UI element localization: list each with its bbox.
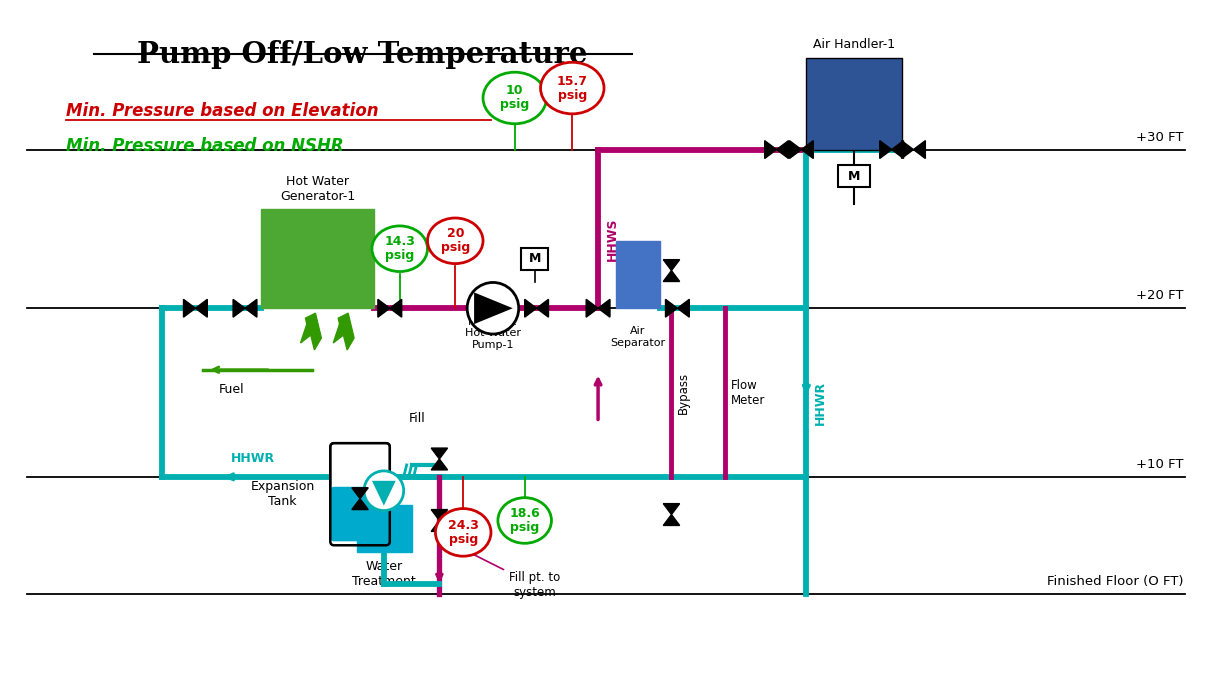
Polygon shape <box>431 510 448 521</box>
Text: Bypass: Bypass <box>677 372 689 414</box>
Text: Fuel: Fuel <box>218 383 244 395</box>
Ellipse shape <box>497 498 552 544</box>
Ellipse shape <box>541 62 604 114</box>
Text: HHWS: HHWS <box>606 217 619 260</box>
Polygon shape <box>233 299 245 317</box>
Text: 18.6
psig: 18.6 psig <box>509 507 540 534</box>
Text: +10 FT: +10 FT <box>1135 458 1183 471</box>
Text: Hydronic
Hot Water
Pump-1: Hydronic Hot Water Pump-1 <box>465 316 520 350</box>
Polygon shape <box>372 481 395 506</box>
Polygon shape <box>664 504 679 514</box>
Polygon shape <box>879 141 892 158</box>
Polygon shape <box>334 313 354 350</box>
Polygon shape <box>764 141 776 158</box>
Polygon shape <box>790 141 802 158</box>
Circle shape <box>467 283 519 334</box>
Polygon shape <box>664 514 679 525</box>
Polygon shape <box>901 141 913 158</box>
Polygon shape <box>525 299 536 317</box>
Polygon shape <box>598 299 610 317</box>
Text: Fill pt. to
system: Fill pt. to system <box>444 539 560 599</box>
Bar <box>807 58 901 149</box>
Circle shape <box>364 471 404 510</box>
Polygon shape <box>378 299 389 317</box>
Polygon shape <box>586 299 598 317</box>
Polygon shape <box>664 260 679 270</box>
Polygon shape <box>474 293 513 324</box>
Text: 15.7
psig: 15.7 psig <box>557 74 588 101</box>
Polygon shape <box>536 299 548 317</box>
Text: M: M <box>848 170 860 183</box>
Polygon shape <box>245 299 257 317</box>
Polygon shape <box>389 299 402 317</box>
Bar <box>520 247 548 270</box>
Polygon shape <box>913 141 926 158</box>
Polygon shape <box>892 141 904 158</box>
Text: Flow
Meter: Flow Meter <box>731 379 765 406</box>
Polygon shape <box>431 521 448 531</box>
Text: Air Handler-1: Air Handler-1 <box>813 39 895 51</box>
Polygon shape <box>183 299 195 317</box>
Text: 20
psig: 20 psig <box>440 227 469 254</box>
Text: M: M <box>529 252 541 265</box>
Ellipse shape <box>435 508 491 556</box>
Text: 24.3
psig: 24.3 psig <box>448 519 479 546</box>
Text: Hot Water
Generator-1: Hot Water Generator-1 <box>280 175 355 203</box>
Polygon shape <box>431 448 448 459</box>
Ellipse shape <box>427 218 483 264</box>
Polygon shape <box>352 488 369 499</box>
Text: +20 FT: +20 FT <box>1135 289 1183 302</box>
FancyBboxPatch shape <box>330 487 389 541</box>
Polygon shape <box>677 299 689 317</box>
Text: HHWR: HHWR <box>232 452 275 465</box>
Text: +30 FT: +30 FT <box>1135 130 1183 143</box>
Text: Min. Pressure based on Elevation: Min. Pressure based on Elevation <box>67 102 380 120</box>
Bar <box>838 166 870 187</box>
Text: 14.3
psig: 14.3 psig <box>385 235 415 262</box>
Text: Fill: Fill <box>409 412 426 425</box>
Polygon shape <box>195 299 207 317</box>
Text: Pump Off/Low Temperature: Pump Off/Low Temperature <box>137 41 587 70</box>
FancyBboxPatch shape <box>330 443 389 499</box>
Polygon shape <box>431 459 448 470</box>
Bar <box>616 241 660 308</box>
Polygon shape <box>301 313 321 350</box>
Text: Min. Pressure based on NSHR: Min. Pressure based on NSHR <box>67 137 344 155</box>
Ellipse shape <box>372 226 427 272</box>
Bar <box>357 504 411 552</box>
Text: 10
psig: 10 psig <box>500 84 529 112</box>
Polygon shape <box>352 499 369 510</box>
Ellipse shape <box>483 72 547 124</box>
Text: Water
Treatment: Water Treatment <box>352 560 416 588</box>
Polygon shape <box>776 141 788 158</box>
Text: Finished Floor (O FT): Finished Floor (O FT) <box>1047 575 1183 588</box>
Text: Expansion
Tank: Expansion Tank <box>251 480 315 508</box>
Polygon shape <box>802 141 813 158</box>
Text: Air
Separator: Air Separator <box>610 327 665 348</box>
Bar <box>261 209 374 308</box>
Polygon shape <box>664 270 679 281</box>
Polygon shape <box>666 299 677 317</box>
Text: HHWR: HHWR <box>814 381 827 425</box>
